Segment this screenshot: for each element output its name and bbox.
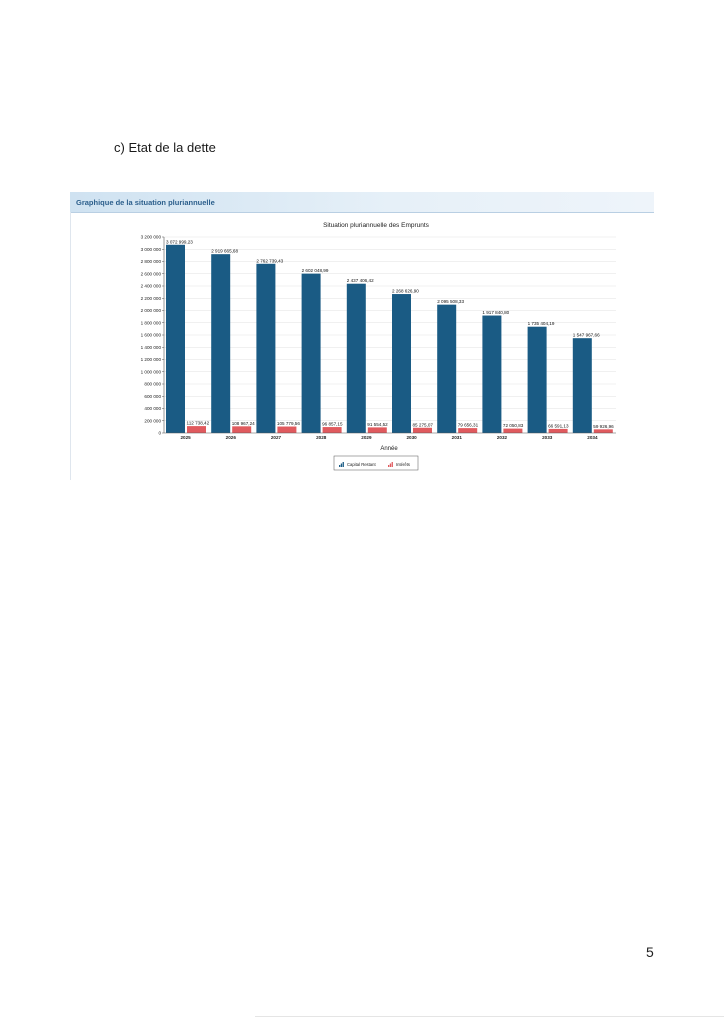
x-axis-label: Année xyxy=(380,446,398,452)
label-capital-2034: 1 547 967,66 xyxy=(573,333,600,338)
panel-border xyxy=(70,212,71,480)
legend-capital-label: Capital Restant xyxy=(347,462,376,467)
bar-capital-2032 xyxy=(482,315,502,433)
gridlines xyxy=(164,236,616,421)
label-capital-2032: 1 917 840,80 xyxy=(482,310,509,315)
y-tick-label: 3 000 000 xyxy=(141,247,162,252)
y-tick-label: 2 400 000 xyxy=(141,284,162,289)
legend-box xyxy=(333,455,419,471)
y-tick-label: 400 000 xyxy=(144,406,161,411)
legend-interets-label: Intérêts xyxy=(396,462,410,467)
section-title: c) Etat de la dette xyxy=(114,140,216,155)
label-interets-2030: 85 275,07 xyxy=(413,422,434,427)
label-capital-2029: 2 437 406,42 xyxy=(347,278,374,283)
chart-title: Situation pluriannuelle des Emprunts xyxy=(323,222,430,229)
x-tick-label-2028: 2028 xyxy=(316,435,327,440)
y-tick-label: 3 200 000 xyxy=(141,235,162,240)
panel-title: Graphique de la situation pluriannuelle xyxy=(76,198,215,207)
label-capital-2025: 3 072 999,23 xyxy=(166,239,193,244)
y-tick-label: 1 400 000 xyxy=(141,345,162,350)
y-tick-label: 0 xyxy=(158,431,161,436)
x-tick-label-2030: 2030 xyxy=(406,435,417,440)
label-capital-2033: 1 735 404,19 xyxy=(528,321,555,326)
legend: Capital Restant Intérêts xyxy=(333,455,419,471)
y-tick-label: 200 000 xyxy=(144,418,161,423)
y-tick-label: 1 200 000 xyxy=(141,357,162,362)
x-tick-label-2026: 2026 xyxy=(226,435,237,440)
bar-capital-2033 xyxy=(527,326,547,433)
x-tick-label-2034: 2034 xyxy=(587,435,598,440)
bar-interets-2031 xyxy=(458,428,478,433)
y-tick-label: 800 000 xyxy=(144,382,161,387)
y-tick-label: 1 000 000 xyxy=(141,369,162,374)
x-axis-ticks: 2025 2026 2027 2028 2029 2030 2031 2032 2033 2034 xyxy=(180,435,597,440)
legend-interets-icon xyxy=(388,462,393,467)
bar-interets-2029 xyxy=(367,427,387,433)
label-capital-2026: 2 919 665,68 xyxy=(211,249,238,254)
bar-interets-2033 xyxy=(548,428,568,433)
label-interets-2029: 91 554,52 xyxy=(367,422,388,427)
label-interets-2026: 108 967,24 xyxy=(232,421,255,426)
bar-capital-2026 xyxy=(211,254,231,433)
y-tick-label: 2 200 000 xyxy=(141,296,162,301)
legend-capital-icon xyxy=(339,462,344,467)
x-tick-label-2027: 2027 xyxy=(271,435,282,440)
data-labels: 3 072 999,23 112 738,42 2 919 665,68 108 96… xyxy=(166,239,614,429)
y-tick-label: 1 600 000 xyxy=(141,333,162,338)
x-tick-label-2032: 2032 xyxy=(497,435,508,440)
label-capital-2031: 2 095 508,33 xyxy=(437,299,464,304)
page-number: 5 xyxy=(646,944,654,960)
y-tick-label: 600 000 xyxy=(144,394,161,399)
y-tick-label: 2 800 000 xyxy=(141,259,162,264)
bar-interets-2025 xyxy=(187,426,206,433)
bar-interets-2034 xyxy=(593,429,613,433)
x-tick-label-2031: 2031 xyxy=(452,435,463,440)
label-capital-2030: 2 268 626,90 xyxy=(392,289,419,294)
bar-capital-2029 xyxy=(346,283,366,433)
bar-interets-2026 xyxy=(232,426,252,433)
label-interets-2025: 112 738,42 xyxy=(187,421,210,426)
chart: Situation pluriannuelle des Emprunts 0 20… xyxy=(141,222,616,471)
x-tick-label-2033: 2033 xyxy=(542,435,553,440)
bar-capital-2034 xyxy=(572,338,592,433)
bar-interets-2030 xyxy=(413,427,432,433)
bar-capital-2027 xyxy=(256,263,276,433)
footer-line xyxy=(255,1016,724,1017)
bar-capital-2031 xyxy=(437,304,457,433)
bar-interets-2027 xyxy=(277,426,297,433)
label-interets-2034: 59 926,96 xyxy=(593,424,614,429)
x-tick-label-2025: 2025 xyxy=(180,435,191,440)
y-tick-label: 1 800 000 xyxy=(141,320,162,325)
label-interets-2031: 79 656,31 xyxy=(458,423,479,428)
panel-header: Graphique de la situation pluriannuelle xyxy=(70,192,654,213)
label-capital-2028: 2 602 048,99 xyxy=(302,268,329,273)
bar-capital-2028 xyxy=(301,273,321,433)
y-tick-label: 2 600 000 xyxy=(141,271,162,276)
bars xyxy=(166,244,613,433)
bar-interets-2032 xyxy=(503,428,523,433)
y-axis-ticks: 0 200 000 400 000 600 000 800 000 1 000 000 1 … xyxy=(141,235,164,436)
x-tick-label-2029: 2029 xyxy=(361,435,372,440)
label-interets-2032: 72 050,83 xyxy=(503,423,524,428)
label-capital-2027: 2 762 739,43 xyxy=(256,258,283,263)
bar-interets-2028 xyxy=(322,427,342,433)
bar-capital-2025 xyxy=(166,244,185,433)
label-interets-2027: 105 779,56 xyxy=(277,421,300,426)
bar-capital-2030 xyxy=(392,294,411,433)
label-interets-2033: 66 591,13 xyxy=(548,423,569,428)
y-tick-label: 2 000 000 xyxy=(141,308,162,313)
label-interets-2028: 96 857,15 xyxy=(322,422,343,427)
